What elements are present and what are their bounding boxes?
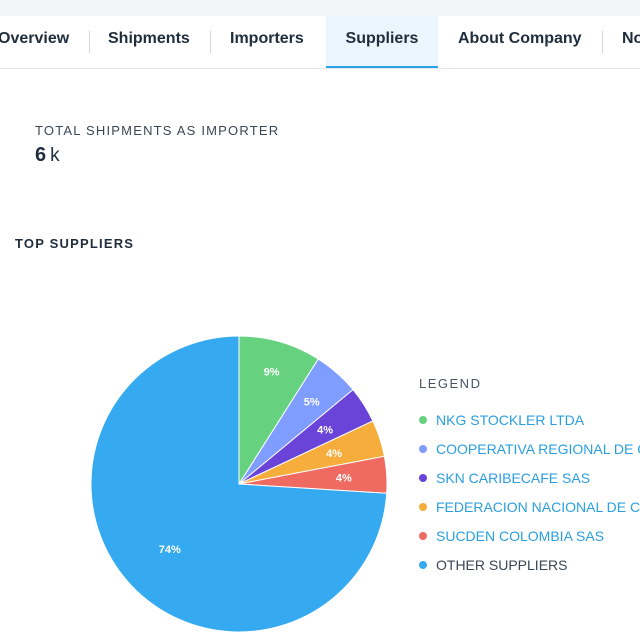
legend-dot-icon bbox=[419, 445, 427, 453]
legend-label: OTHER SUPPLIERS bbox=[436, 557, 568, 573]
legend-label[interactable]: SKN CARIBECAFE SAS bbox=[436, 470, 591, 486]
tab-next-truncated[interactable]: No bbox=[622, 30, 640, 47]
legend-item[interactable]: OTHER SUPPLIERS bbox=[419, 555, 640, 584]
legend-list: NKG STOCKLER LTDA COOPERATIVA REGIONAL DE… bbox=[419, 410, 640, 584]
pie-label-1: 5% bbox=[304, 396, 320, 408]
tab-bar: Overview Shipments Importers Suppliers A… bbox=[0, 16, 640, 69]
total-shipments-label: TOTAL SHIPMENTS AS IMPORTER bbox=[35, 123, 280, 138]
top-suppliers-title: TOP SUPPLIERS bbox=[15, 236, 135, 251]
tab-separator bbox=[89, 31, 90, 53]
legend-dot-icon bbox=[419, 532, 427, 540]
pie-label-5: 74% bbox=[159, 544, 181, 556]
suppliers-pie-chart: 9% 5% 4% 4% 4% 74% bbox=[90, 335, 388, 633]
pie-label-4: 4% bbox=[336, 472, 352, 484]
legend-label[interactable]: COOPERATIVA REGIONAL DE CA bbox=[436, 441, 640, 457]
pie-labels: 9% 5% 4% 4% 4% 74% bbox=[159, 367, 352, 556]
legend-item[interactable]: NKG STOCKLER LTDA bbox=[419, 410, 640, 439]
legend-label[interactable]: FEDERACION NACIONAL DE CA bbox=[436, 499, 640, 515]
total-shipments-unit: k bbox=[50, 145, 60, 166]
pie-label-2: 4% bbox=[317, 424, 333, 436]
tab-shipments[interactable]: Shipments bbox=[108, 30, 190, 47]
legend-label[interactable]: SUCDEN COLOMBIA SAS bbox=[436, 528, 605, 544]
tab-separator bbox=[602, 31, 603, 53]
legend-dot-icon bbox=[419, 503, 427, 511]
legend-title: LEGEND bbox=[419, 376, 482, 391]
legend-item[interactable]: FEDERACION NACIONAL DE CA bbox=[419, 497, 640, 526]
legend-dot-icon bbox=[419, 561, 427, 569]
legend-item[interactable]: SKN CARIBECAFE SAS bbox=[419, 468, 640, 497]
tab-about-company[interactable]: About Company bbox=[458, 30, 582, 47]
legend-item[interactable]: COOPERATIVA REGIONAL DE CA bbox=[419, 439, 640, 468]
pie-label-3: 4% bbox=[326, 448, 342, 460]
top-strip bbox=[0, 0, 640, 16]
legend-dot-icon bbox=[419, 416, 427, 424]
tab-separator bbox=[210, 31, 211, 53]
legend-dot-icon bbox=[419, 474, 427, 482]
legend-label[interactable]: NKG STOCKLER LTDA bbox=[436, 412, 585, 428]
tab-suppliers[interactable]: Suppliers bbox=[326, 16, 438, 68]
pie-slices bbox=[90, 335, 388, 633]
tab-importers[interactable]: Importers bbox=[230, 30, 304, 47]
pie-slice-5[interactable] bbox=[90, 335, 388, 633]
pie-slice-0[interactable] bbox=[238, 335, 319, 486]
legend-item[interactable]: SUCDEN COLOMBIA SAS bbox=[419, 526, 640, 555]
pie-label-0: 9% bbox=[264, 367, 280, 379]
tab-overview[interactable]: Overview bbox=[0, 30, 70, 47]
total-shipments-number: 6 bbox=[35, 144, 47, 166]
